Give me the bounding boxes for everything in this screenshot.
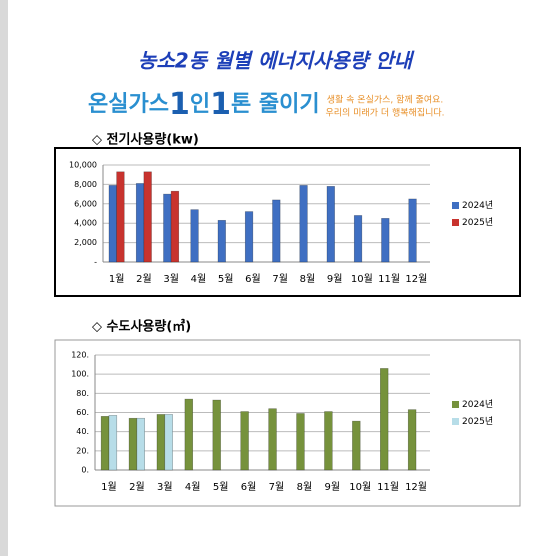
legend-label: 2024년 bbox=[462, 399, 493, 410]
bar bbox=[240, 411, 249, 471]
x-tick-label: 7월 bbox=[269, 481, 285, 493]
x-tick-label: 9월 bbox=[325, 481, 341, 493]
x-tick-label: 5월 bbox=[213, 481, 229, 493]
banner-part: 1 bbox=[210, 87, 231, 122]
chart-title: ◇ 수도사용량(㎥) bbox=[92, 319, 191, 335]
left-margin bbox=[0, 0, 8, 556]
bar bbox=[163, 193, 172, 263]
x-tick-label: 8월 bbox=[300, 273, 316, 285]
x-tick-label: 10월 bbox=[351, 273, 373, 285]
bar bbox=[136, 417, 145, 471]
y-tick-label: 0. bbox=[81, 466, 89, 475]
tagline: 생활 속 온실가스, 함께 줄여요. bbox=[327, 94, 444, 106]
bar bbox=[108, 415, 118, 471]
banner: 온실가스1인1톤 줄이기 bbox=[88, 87, 320, 122]
banner-part: 인 bbox=[190, 92, 210, 117]
chart-title: ◇ 전기사용량(kw) bbox=[92, 132, 199, 148]
y-tick-label: 40. bbox=[76, 427, 89, 436]
y-tick-label: 4,000 bbox=[74, 219, 97, 228]
legend-label: 2024년 bbox=[462, 200, 493, 211]
bar bbox=[326, 186, 335, 263]
bar bbox=[128, 417, 138, 471]
x-tick-label: 6월 bbox=[241, 481, 257, 493]
bar bbox=[100, 416, 110, 471]
x-tick-label: 1월 bbox=[101, 481, 117, 493]
page-title: 농소2동 월별 에너지사용량 안내 bbox=[138, 49, 415, 73]
bar bbox=[116, 171, 125, 263]
x-tick-label: 10월 bbox=[349, 481, 371, 493]
y-tick-label: 2,000 bbox=[74, 238, 97, 247]
bar bbox=[143, 171, 152, 263]
bar bbox=[324, 411, 333, 471]
y-tick-label: - bbox=[94, 258, 97, 267]
y-tick-label: 100. bbox=[71, 370, 89, 379]
legend-swatch bbox=[452, 418, 459, 425]
y-tick-label: 60. bbox=[76, 408, 89, 417]
y-tick-label: 8,000 bbox=[74, 180, 97, 189]
legend-swatch bbox=[452, 401, 459, 408]
y-tick-label: 120. bbox=[71, 351, 89, 360]
x-tick-label: 6월 bbox=[245, 273, 261, 285]
bar bbox=[244, 211, 254, 263]
bar bbox=[268, 408, 277, 471]
bar bbox=[380, 368, 389, 471]
bar bbox=[212, 399, 221, 471]
bar bbox=[352, 420, 361, 471]
bar bbox=[190, 209, 199, 263]
x-tick-label: 8월 bbox=[297, 481, 313, 493]
x-tick-label: 4월 bbox=[191, 273, 207, 285]
chart-frame bbox=[54, 147, 521, 297]
bar bbox=[353, 215, 363, 263]
bar bbox=[296, 413, 305, 471]
banner-part: 온실가스 bbox=[88, 92, 169, 117]
x-tick-label: 4월 bbox=[185, 481, 201, 493]
x-tick-label: 2월 bbox=[136, 273, 152, 285]
bar bbox=[381, 218, 390, 263]
bar bbox=[217, 219, 226, 263]
y-tick-label: 20. bbox=[76, 446, 89, 455]
x-tick-label: 9월 bbox=[327, 273, 343, 285]
banner-part: 톤 줄이기 bbox=[231, 92, 320, 117]
bar bbox=[135, 183, 145, 263]
bar bbox=[170, 190, 180, 263]
x-tick-label: 1월 bbox=[109, 273, 125, 285]
legend-swatch bbox=[452, 219, 459, 226]
legend-label: 2025년 bbox=[462, 416, 493, 427]
legend-label: 2025년 bbox=[462, 217, 493, 228]
x-tick-label: 11월 bbox=[377, 481, 399, 493]
banner-part: 1 bbox=[169, 87, 190, 122]
tagline: 우리의 미래가 더 행복해집니다. bbox=[325, 107, 444, 119]
bar bbox=[408, 198, 417, 263]
bar bbox=[156, 414, 166, 471]
x-tick-label: 3월 bbox=[157, 481, 173, 493]
legend-swatch bbox=[452, 202, 459, 209]
x-tick-label: 3월 bbox=[163, 273, 179, 285]
y-tick-label: 10,000 bbox=[69, 161, 97, 170]
x-tick-label: 7월 bbox=[272, 273, 288, 285]
bar bbox=[184, 398, 194, 471]
bar bbox=[407, 409, 417, 471]
chart-frame bbox=[54, 339, 521, 507]
bar bbox=[108, 185, 117, 263]
x-tick-label: 12월 bbox=[405, 273, 427, 285]
bar bbox=[299, 185, 308, 263]
y-tick-label: 80. bbox=[76, 389, 89, 398]
x-tick-label: 5월 bbox=[218, 273, 234, 285]
y-tick-label: 6,000 bbox=[74, 199, 97, 208]
x-tick-label: 11월 bbox=[378, 273, 400, 285]
x-tick-label: 12월 bbox=[405, 481, 427, 493]
bar bbox=[164, 414, 173, 471]
bar bbox=[272, 199, 281, 263]
x-tick-label: 2월 bbox=[129, 481, 145, 493]
